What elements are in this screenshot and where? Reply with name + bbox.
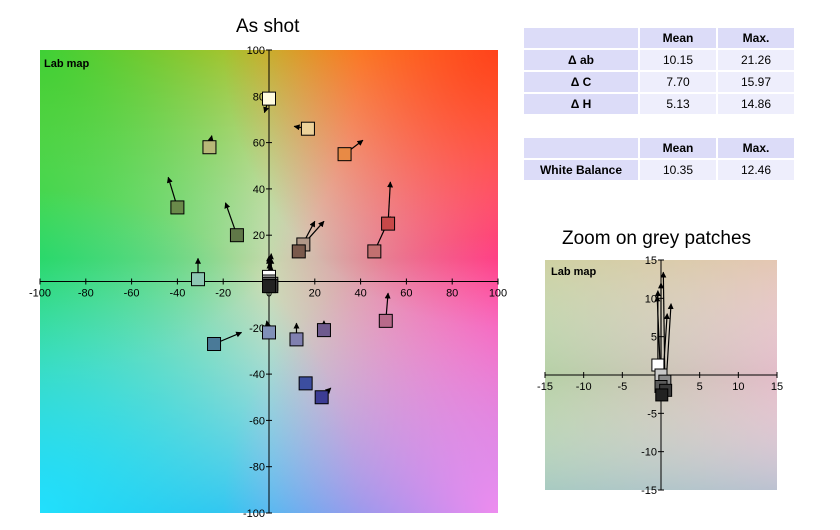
zoom-patch-arrow <box>660 271 667 382</box>
main-y-tick-label: -40 <box>249 369 265 381</box>
zoom-x-tick-label: -15 <box>537 381 553 393</box>
main-patch-square <box>314 390 329 405</box>
zoom-y-tick-label: 15 <box>645 255 657 267</box>
main-x-tick-label: 100 <box>489 288 507 300</box>
main-y-tick-label: -20 <box>249 323 265 335</box>
zoom-x-tick-label: 5 <box>697 381 703 393</box>
row-mean: 7.70 <box>640 72 716 92</box>
main-x-tick-label: -20 <box>215 288 231 300</box>
zoom-y-tick-label: 5 <box>651 332 657 344</box>
main-patch-square <box>207 337 222 352</box>
row-mean: 5.13 <box>640 94 716 114</box>
zoom-x-tick-label: 10 <box>732 381 744 393</box>
main-x-tick-label: 0 <box>266 288 272 300</box>
row-max: 21.26 <box>718 50 794 70</box>
table-row: White Balance 10.35 12.46 <box>524 160 794 180</box>
main-map-label: Lab map <box>44 58 90 70</box>
row-label: Δ ab <box>524 50 638 70</box>
table-header-max: Max. <box>718 28 794 48</box>
table-header-blank <box>524 28 638 48</box>
main-x-tick-label: -80 <box>78 288 94 300</box>
row-mean: 10.35 <box>640 160 716 180</box>
delta-stats-table: Mean Max. Δ ab 10.15 21.26 Δ C 7.70 15.9… <box>522 26 796 116</box>
table-header-mean: Mean <box>640 138 716 158</box>
main-y-tick-label: 20 <box>253 230 265 242</box>
row-label: White Balance <box>524 160 638 180</box>
main-y-tick-label: 100 <box>247 45 265 57</box>
zoom-y-tick-label: 10 <box>645 293 657 305</box>
zoom-y-tick-label: -10 <box>641 447 657 459</box>
main-patch-square <box>191 272 206 287</box>
main-x-tick-label: -100 <box>29 288 51 300</box>
zoom-patch-square <box>655 388 669 402</box>
chart-title-as-shot: As shot <box>236 16 300 37</box>
main-patch-square <box>337 147 352 162</box>
zoom-map-label: Lab map <box>551 266 597 278</box>
table-header-blank <box>524 138 638 158</box>
main-patch-square <box>300 121 315 136</box>
row-mean: 10.15 <box>640 50 716 70</box>
main-patch-square <box>378 313 393 328</box>
white-balance-table: Mean Max. White Balance 10.35 12.46 <box>522 136 796 182</box>
chart-title-zoom: Zoom on grey patches <box>562 228 752 249</box>
main-patch-square <box>170 200 185 215</box>
main-patch-square <box>262 91 276 106</box>
main-x-tick-label: 20 <box>309 288 321 300</box>
table-row: Δ H 5.13 14.86 <box>524 94 794 114</box>
main-y-tick-label: 60 <box>253 138 265 150</box>
table-row: Δ ab 10.15 21.26 <box>524 50 794 70</box>
main-patch-square <box>291 244 306 259</box>
row-max: 15.97 <box>718 72 794 92</box>
main-x-tick-label: -60 <box>124 288 140 300</box>
main-x-tick-label: 40 <box>354 288 366 300</box>
main-y-tick-label: 80 <box>253 91 265 103</box>
zoom-x-tick-label: -10 <box>576 381 592 393</box>
table-header-row: Mean Max. <box>524 28 794 48</box>
main-patch-square <box>298 376 313 391</box>
row-label: Δ H <box>524 94 638 114</box>
table-header-max: Max. <box>718 138 794 158</box>
main-x-tick-label: 60 <box>400 288 412 300</box>
zoom-y-tick-label: -5 <box>647 408 657 420</box>
table-header-mean: Mean <box>640 28 716 48</box>
table-row: Δ C 7.70 15.97 <box>524 72 794 92</box>
table-header-row: Mean Max. <box>524 138 794 158</box>
main-patch-square <box>262 279 276 294</box>
row-max: 12.46 <box>718 160 794 180</box>
main-patch-square <box>381 216 396 231</box>
main-y-tick-label: -100 <box>243 508 265 520</box>
zoom-y-tick-label: -15 <box>641 485 657 497</box>
main-x-tick-label: 80 <box>446 288 458 300</box>
zoom-x-tick-label: 15 <box>771 381 783 393</box>
main-patch-square <box>316 323 331 338</box>
main-patch-square <box>229 228 244 243</box>
main-y-tick-label: -80 <box>249 462 265 474</box>
main-patch-square <box>202 140 217 155</box>
main-patch-square <box>262 325 276 340</box>
main-x-tick-label: -40 <box>169 288 185 300</box>
row-label: Δ C <box>524 72 638 92</box>
main-y-tick-label: 40 <box>253 184 265 196</box>
zoom-x-tick-label: -5 <box>617 381 627 393</box>
main-patch-square <box>367 244 382 259</box>
row-max: 14.86 <box>718 94 794 114</box>
main-patch-square <box>289 332 304 347</box>
main-y-tick-label: -60 <box>249 415 265 427</box>
